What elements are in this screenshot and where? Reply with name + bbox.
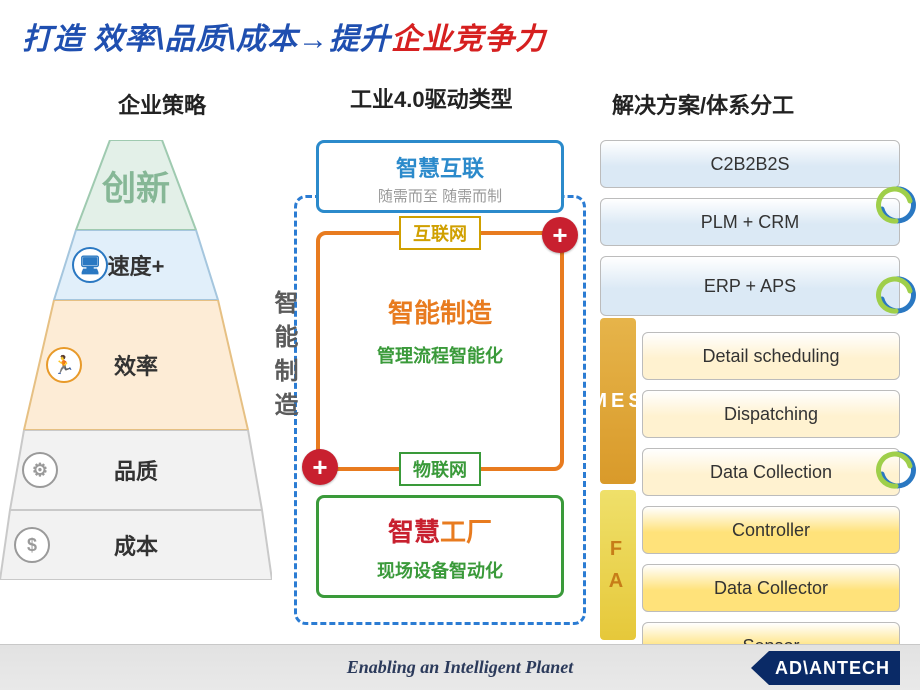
row-label: C2B2B2S [710,154,789,175]
pyramid-tier-1: 🖥 速度+ [0,230,272,300]
money-icon: $ [14,527,50,563]
runner-icon: 🏃 [46,347,82,383]
row-data-collector: Data Collector [642,564,900,612]
monitor-icon: 🖥 [72,247,108,283]
brand-text: AD\ANTECH [775,658,890,679]
footer: Enabling an Intelligent Planet AD\ANTECH [0,644,920,690]
solution-column: C2B2B2S PLM + CRM ERP + APS Detail sched… [600,140,900,680]
row-c2b2b2s: C2B2B2S [600,140,900,188]
plus-icon-bottom: + [302,449,338,485]
footer-tagline: Enabling an Intelligent Planet [347,657,574,678]
tag-iot: 物联网 [399,452,481,486]
pyramid-label-4: 成本 [114,529,158,561]
mid-bot-line2: 现场设备智动化 [325,557,555,583]
row-label: ERP + APS [704,276,796,297]
row-detail-sched: Detail scheduling [642,332,900,380]
swirl-icon [876,185,916,225]
mid-top-title: 智慧互联 [325,151,555,183]
pyramid-tier-2: 🏃 效率 [0,300,272,430]
col-heading-right: 解决方案/体系分工 [612,88,794,120]
row-controller: Controller [642,506,900,554]
plus-icon-top: + [542,217,578,253]
pyramid-label-3: 品质 [114,454,158,486]
strategy-pyramid: 创新 🖥 速度+ 🏃 效率 ⚙ 品质 $ 成本 [0,140,272,580]
pyramid-tier-0: 创新 [0,140,272,230]
row-label: Data Collection [710,462,832,483]
mid-bot-l1b: 工厂 [440,517,492,547]
title-arrow: → [298,23,329,56]
col-heading-mid: 工业4.0驱动类型 [350,82,513,114]
mid-top-box: 智慧互联 随需而至 随需而制 [316,140,564,213]
pyramid-tier-4: $ 成本 [0,510,272,580]
row-label: Data Collector [714,578,828,599]
pyramid-tier-3: ⚙ 品质 [0,430,272,510]
pyramid-label-1: 速度+ [108,249,165,281]
mid-main-box: 互联网 + 智能制造 管理流程智能化 物联网 + [316,231,564,471]
mid-top-sub: 随需而至 随需而制 [325,185,555,206]
title-part-3: 提升 [329,23,391,56]
row-label: Controller [732,520,810,541]
row-dispatching: Dispatching [642,390,900,438]
mid-bot-l1a: 智慧 [388,517,440,547]
page-title: 打造 效率\品质\成本→提升企业竞争力 [22,14,546,58]
mid-main-line2: 管理流程智能化 [320,342,560,368]
swirl-icon [876,450,916,490]
vertical-label: 智能制造 [266,290,301,426]
row-label: Dispatching [724,404,818,425]
title-part-1: 打造 效率\品质\成本 [22,23,298,56]
pyramid-label-2: 效率 [114,349,158,381]
mid-bottom-box: 智慧工厂 现场设备智动化 [316,495,564,598]
row-label: Detail scheduling [702,346,839,367]
mid-main-line1: 智能制造 [320,293,560,330]
pyramid-label-0: 创新 [102,161,170,210]
row-data-coll: Data Collection [642,448,900,496]
row-erp-aps: ERP + APS [600,256,900,316]
industry40-column: 智能制造 智慧互联 随需而至 随需而制 互联网 + 智能制造 管理流程智能化 物… [300,140,580,598]
col-heading-left: 企业策略 [118,88,206,120]
mid-bot-line1: 智慧工厂 [325,512,555,549]
title-emph: 企业竞争力 [391,23,546,56]
brand-logo: AD\ANTECH [769,651,900,685]
gears-icon: ⚙ [22,452,58,488]
row-plm-crm: PLM + CRM [600,198,900,246]
tag-internet: 互联网 [399,216,481,250]
swirl-icon [876,275,916,315]
row-label: PLM + CRM [701,212,800,233]
